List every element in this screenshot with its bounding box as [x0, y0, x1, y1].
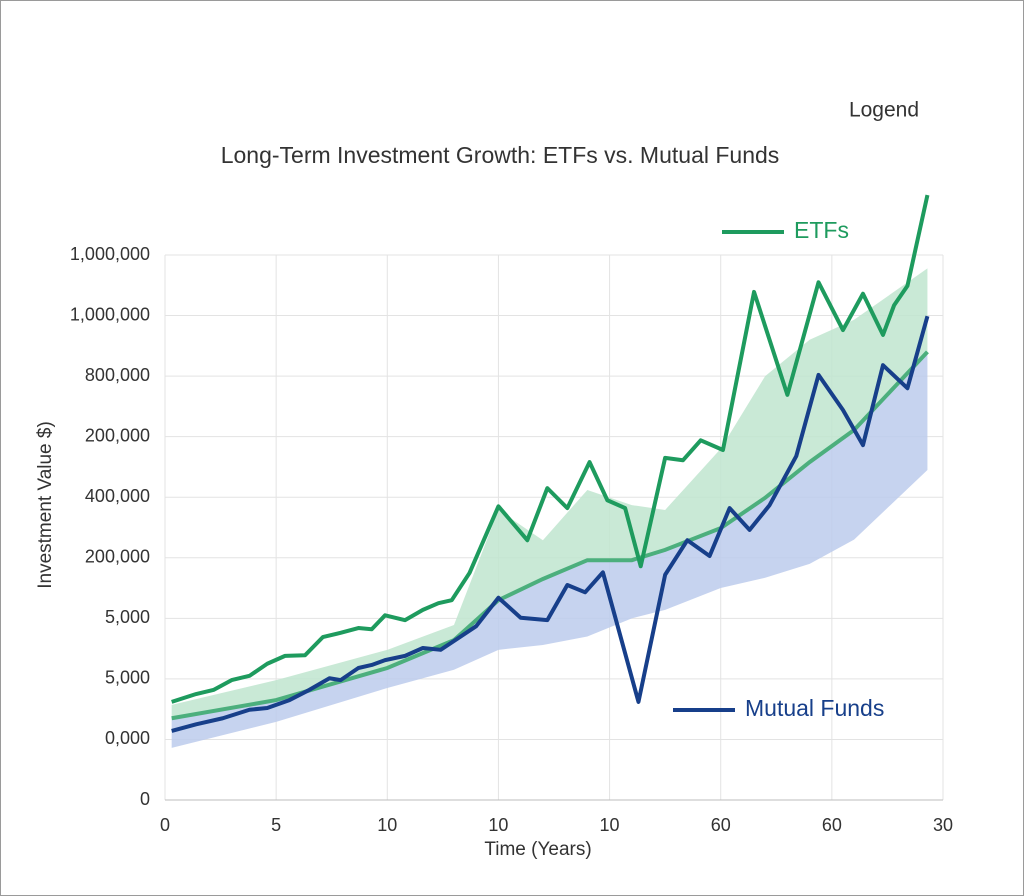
x-tick-label: 30 [933, 815, 953, 835]
x-tick-label: 10 [377, 815, 397, 835]
legend-label: Mutual Funds [745, 695, 884, 721]
series-line [171, 194, 930, 704]
y-axis-label: Investment Value $) [35, 421, 56, 589]
x-tick-label: 5 [271, 815, 281, 835]
y-tick-label: 200,000 [85, 547, 150, 567]
y-tick-label: 200,000 [85, 425, 150, 445]
y-tick-label: 5,000 [105, 668, 150, 688]
y-tick-label: 1,000,000 [70, 244, 150, 264]
x-tick-label: 0 [160, 815, 170, 835]
y-tick-label: 5,000 [105, 607, 150, 627]
y-tick-label: 800,000 [85, 365, 150, 385]
plot-area: 0 0,000 5,000 5,000 200,000 400,000 200,000 800… [70, 194, 953, 835]
y-tick-label: 400,000 [85, 486, 150, 506]
band-area [171, 351, 928, 748]
chart-title: Long-Term Investment Growth: ETFs vs. Mu… [221, 142, 780, 168]
y-tick-label: 1,000,000 [70, 304, 150, 324]
x-tick-label: 10 [488, 815, 508, 835]
x-tick-label: 60 [822, 815, 842, 835]
x-tick-label: 60 [711, 815, 731, 835]
x-tick-label: 10 [600, 815, 620, 835]
series-line [171, 315, 930, 733]
y-tick-label: 0,000 [105, 728, 150, 748]
y-tick-label: 0 [140, 789, 150, 809]
x-axis-label: Time (Years) [484, 839, 591, 860]
trend-line [171, 350, 929, 721]
legend-label: ETFs [794, 217, 849, 243]
legend-title: Logend [849, 99, 919, 122]
